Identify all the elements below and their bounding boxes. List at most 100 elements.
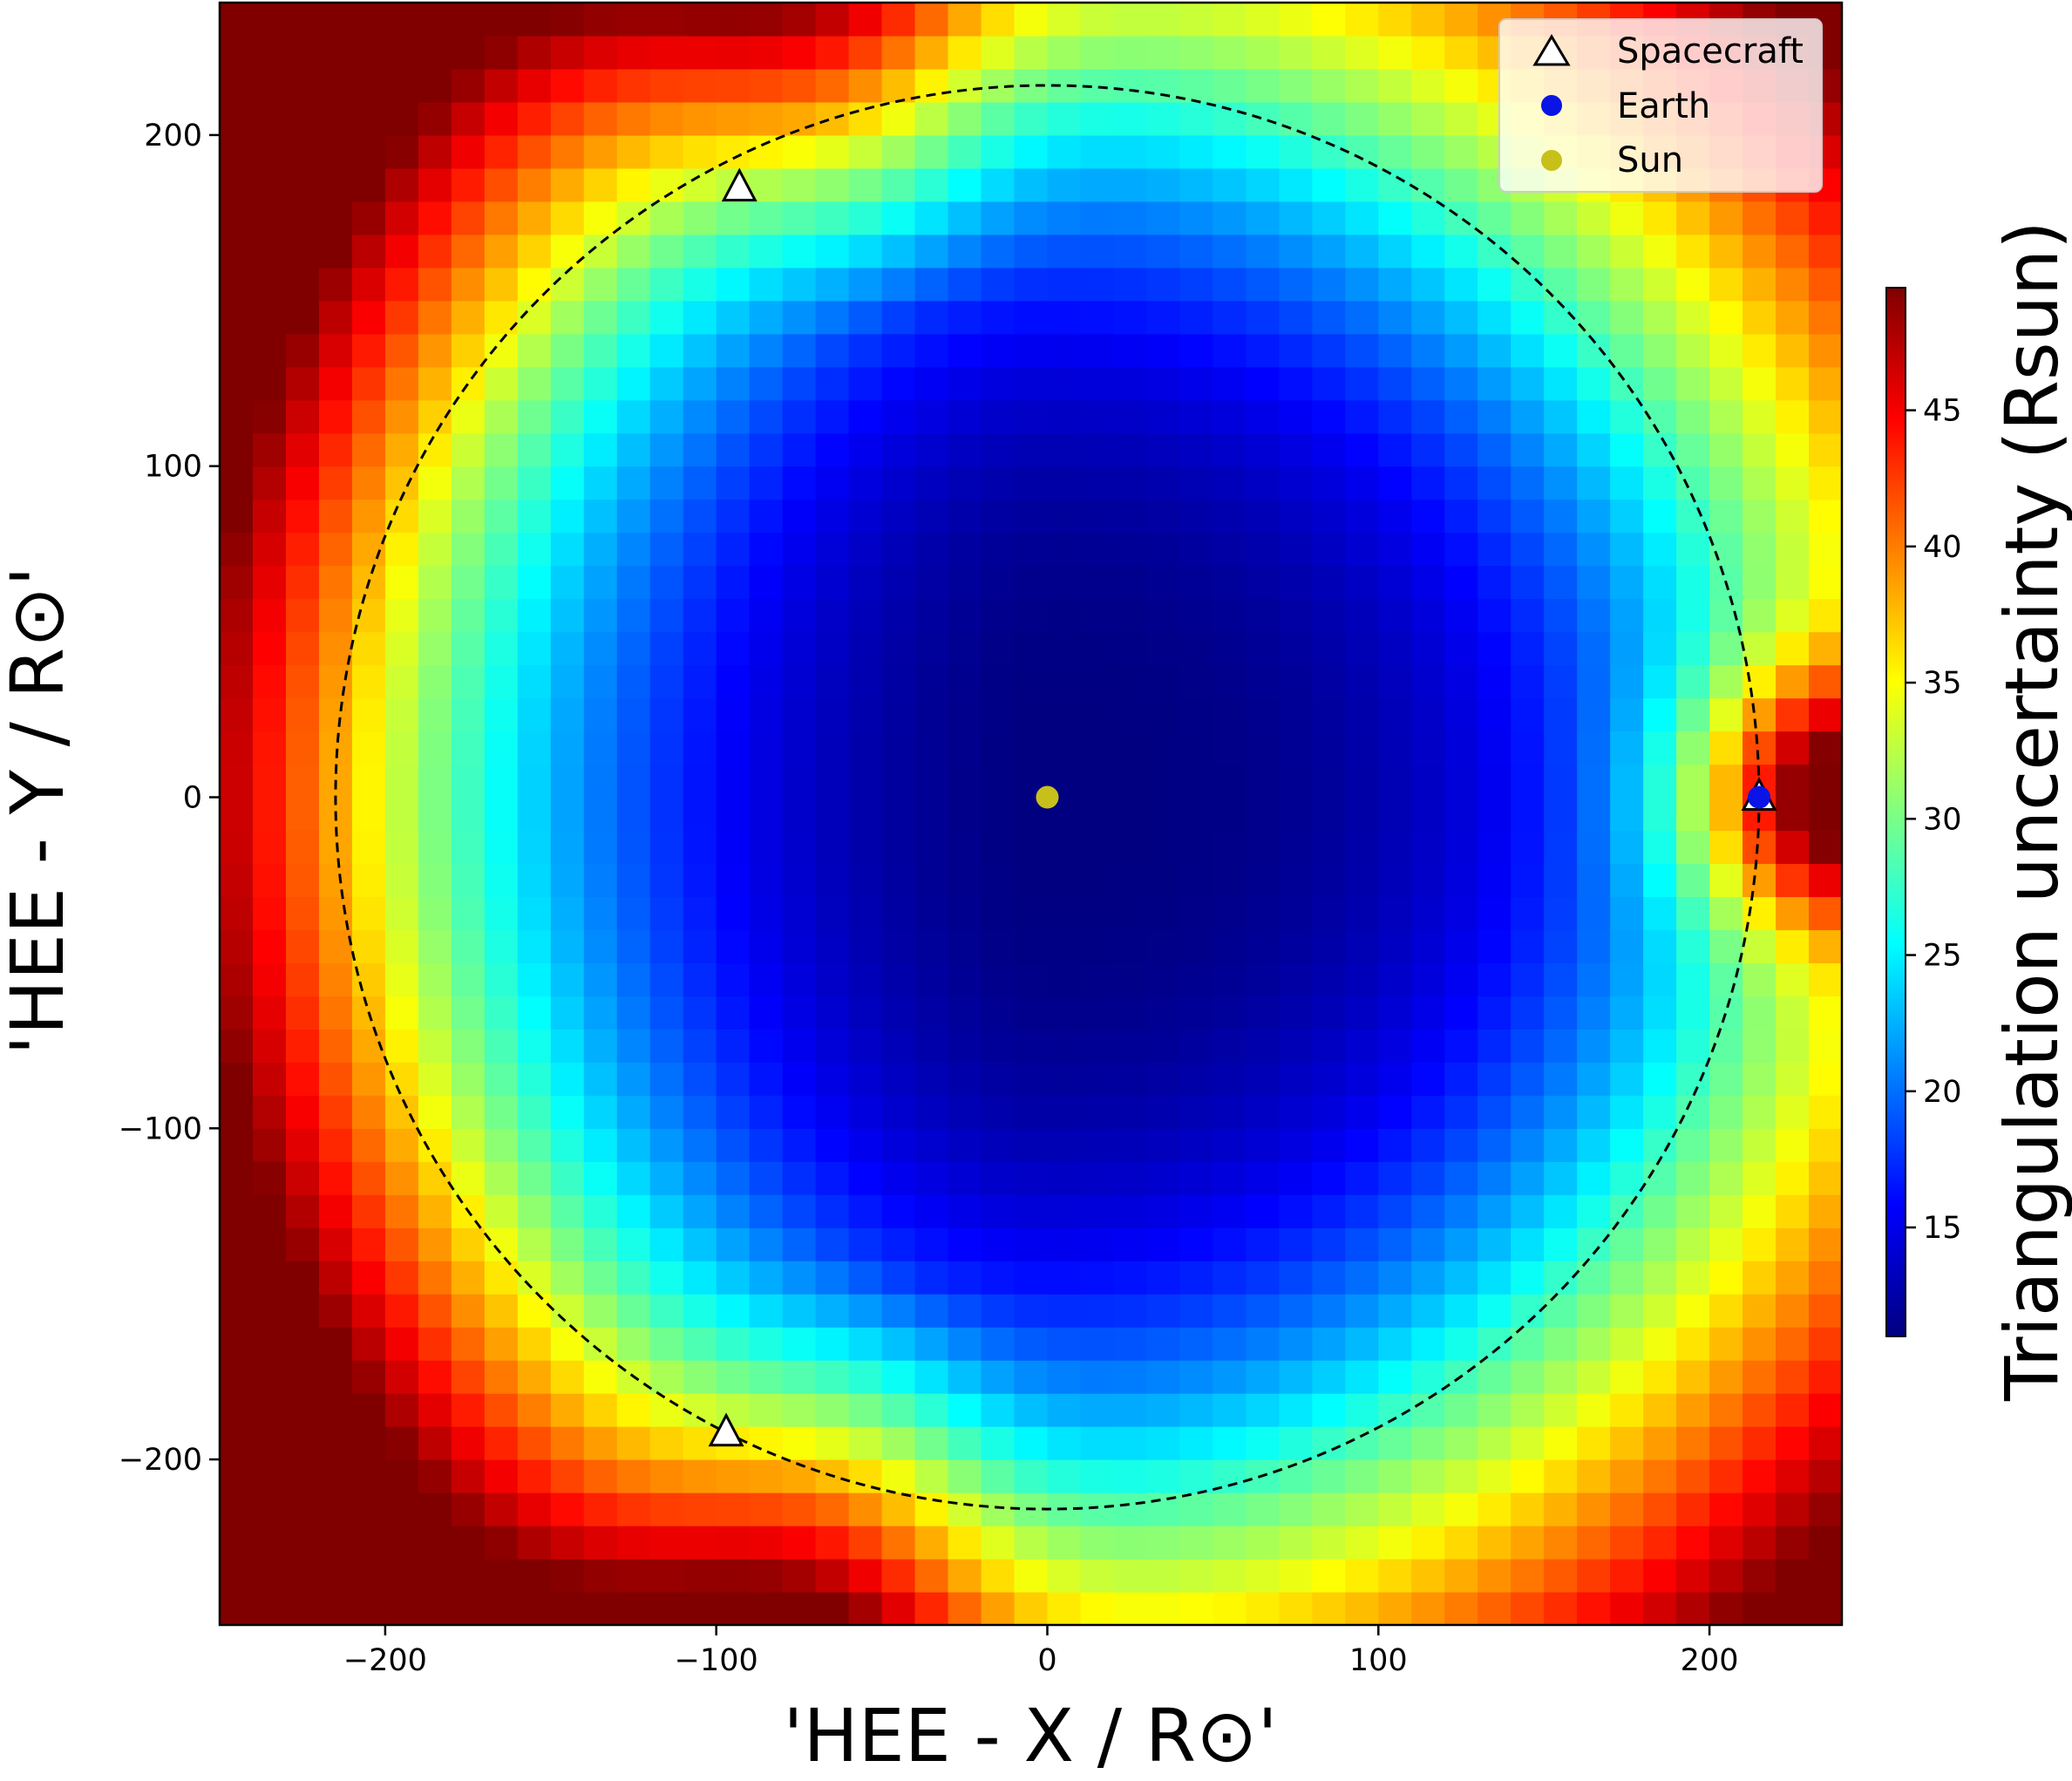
heatmap-cell [683,1161,717,1195]
heatmap-cell [220,1161,254,1195]
heatmap-cell [1179,929,1213,964]
heatmap-cell [351,300,386,335]
heatmap-cell [1080,896,1115,931]
heatmap-cell [649,1029,684,1063]
heatmap-cell [1610,1459,1644,1493]
heatmap-cell [285,532,320,567]
heatmap-cell [948,1161,982,1195]
heatmap-cell [881,797,916,832]
heatmap-cell [683,1360,717,1394]
heatmap-cell [948,466,982,500]
heatmap-cell [1312,896,1346,931]
heatmap-cell [1478,631,1512,666]
heatmap-cell [1809,234,1842,269]
heatmap-cell [815,300,850,335]
heatmap-cell [1676,1492,1710,1526]
heatmap-cell [1113,1095,1148,1129]
heatmap-cell [252,399,287,434]
heatmap-cell [1179,134,1213,169]
heatmap-cell [848,697,883,732]
heatmap-cell [351,1492,386,1526]
heatmap-cell [914,35,949,70]
heatmap-cell [285,1294,320,1328]
heatmap-cell [782,300,817,335]
heatmap-cell [1213,1592,1247,1625]
heatmap-cell [749,764,784,799]
heatmap [220,3,1842,1625]
heatmap-cell [1411,1227,1445,1261]
heatmap-cell [1246,167,1280,202]
heatmap-cell [1511,1426,1545,1460]
heatmap-cell [649,35,684,70]
heatmap-cell [1312,1128,1346,1162]
heatmap-cell [451,399,486,434]
heatmap-cell [981,366,1016,401]
heatmap-cell [815,1492,850,1526]
heatmap-cell [1179,35,1213,70]
heatmap-cell [1511,399,1545,434]
heatmap-cell [1511,1095,1545,1129]
heatmap-cell [484,1327,519,1361]
heatmap-cell [749,797,784,832]
heatmap-cell [1411,333,1445,368]
heatmap-cell [285,300,320,335]
heatmap-cell [285,598,320,633]
heatmap-cell [1179,1095,1213,1129]
earth-marker [1748,785,1771,809]
heatmap-cell [285,929,320,964]
heatmap-cell [848,1492,883,1526]
heatmap-cell [451,631,486,666]
heatmap-cell [1444,432,1478,467]
heatmap-cell [1676,697,1710,732]
heatmap-cell [1610,962,1644,996]
heatmap-cell [1246,1492,1280,1526]
heatmap-cell [1444,1062,1478,1096]
heatmap-cell [252,134,287,169]
heatmap-cell [1345,68,1379,103]
heatmap-cell [1643,731,1677,765]
heatmap-cell [285,664,320,699]
heatmap-cell [1146,1095,1181,1129]
heatmap-cell [1246,1194,1280,1228]
heatmap-cell [683,3,717,37]
heatmap-cell [1345,929,1379,964]
heatmap-cell [914,996,949,1030]
heatmap-cell [1776,1261,1810,1295]
heatmap-cell [1610,1128,1644,1162]
heatmap-cell [1809,896,1842,931]
heatmap-cell [1478,1459,1512,1493]
heatmap-cell [1444,68,1478,103]
heatmap-cell [220,399,254,434]
heatmap-cell [1345,1393,1379,1427]
heatmap-cell [981,1592,1016,1625]
heatmap-cell [550,764,585,799]
heatmap-cell [616,1327,651,1361]
heatmap-cell [848,1227,883,1261]
heatmap-cell [384,565,419,600]
heatmap-cell [1676,466,1710,500]
heatmap-cell [848,1062,883,1096]
heatmap-cell [1544,366,1578,401]
heatmap-cell [220,631,254,666]
heatmap-cell [881,333,916,368]
heatmap-cell [914,1194,949,1228]
heatmap-cell [616,466,651,500]
heatmap-cell [914,797,949,832]
heatmap-cell [252,1062,287,1096]
heatmap-cell [1179,1294,1213,1328]
heatmap-cell [1213,631,1247,666]
heatmap-cell [1809,466,1842,500]
heatmap-cell [351,267,386,302]
heatmap-cell [1577,267,1611,302]
heatmap-cell [749,499,784,534]
heatmap-cell [517,1261,552,1295]
heatmap-cell [948,1261,982,1295]
heatmap-cell [1080,996,1115,1030]
heatmap-cell [616,598,651,633]
heatmap-cell [749,1492,784,1526]
heatmap-cell [1676,1029,1710,1063]
heatmap-cell [1743,1559,1776,1593]
heatmap-cell [1246,333,1280,368]
heatmap-cell [252,432,287,467]
heatmap-cell [1312,962,1346,996]
